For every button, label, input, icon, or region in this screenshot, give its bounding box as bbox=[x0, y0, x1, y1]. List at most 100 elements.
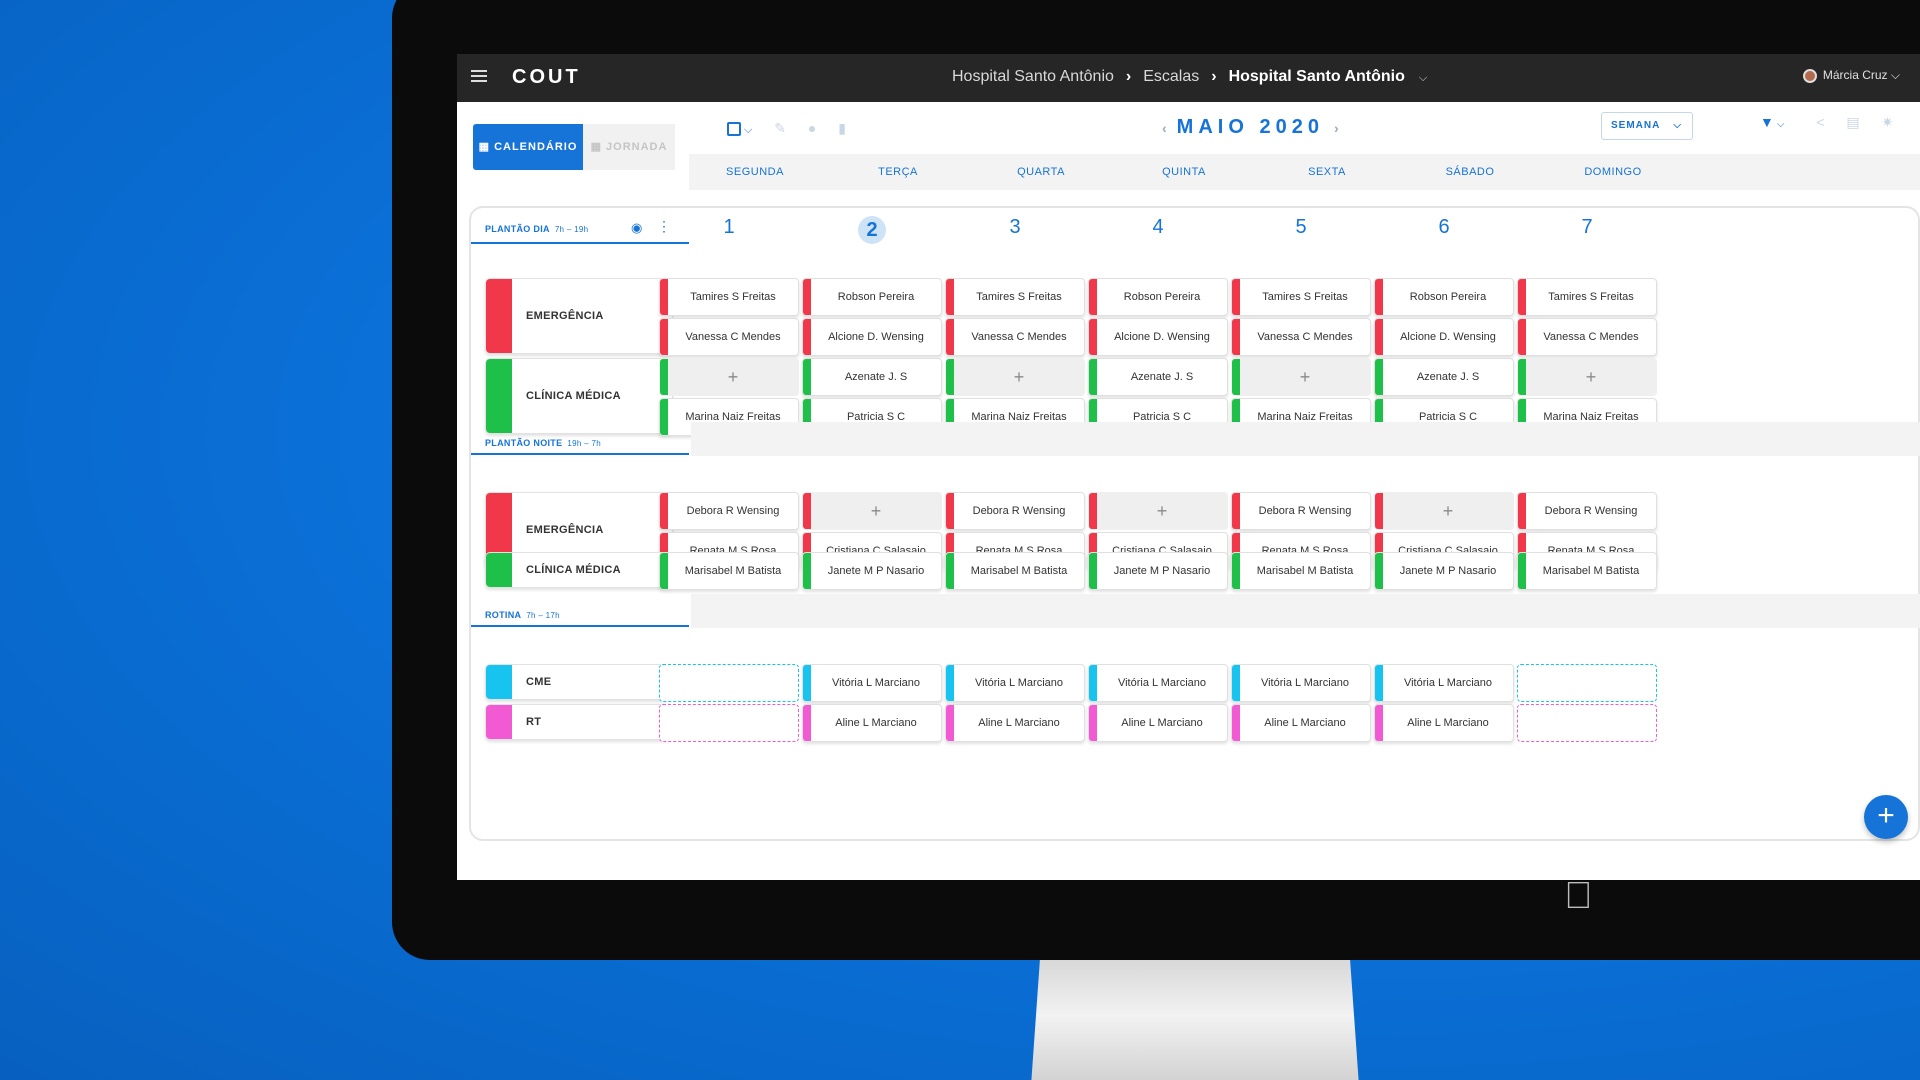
chevron-right-icon[interactable]: › bbox=[1333, 120, 1339, 136]
staff-shift-cell[interactable]: Aline L Marciano bbox=[802, 704, 942, 742]
staff-shift-cell[interactable]: Robson Pereira bbox=[1088, 278, 1228, 316]
date-number[interactable]: 1 bbox=[659, 216, 799, 239]
add-staff-slot[interactable]: + bbox=[659, 358, 799, 396]
staff-shift-cell[interactable]: Vitória L Marciano bbox=[1231, 664, 1371, 702]
department-card[interactable]: RT bbox=[485, 704, 673, 740]
department-card[interactable]: CLÍNICA MÉDICA bbox=[485, 552, 673, 588]
empty-slot[interactable] bbox=[1517, 704, 1657, 742]
staff-shift-cell[interactable]: Tamires S Freitas bbox=[1517, 278, 1657, 316]
menu-icon[interactable] bbox=[471, 70, 487, 82]
staff-shift-cell[interactable]: Alcione D. Wensing bbox=[1088, 318, 1228, 356]
add-staff-slot[interactable]: + bbox=[1231, 358, 1371, 396]
trash-icon[interactable]: ▮ bbox=[838, 120, 846, 136]
breadcrumb-current[interactable]: Hospital Santo Antônio bbox=[1228, 68, 1405, 85]
section-band bbox=[691, 422, 1920, 456]
staff-shift-cell[interactable]: Vanessa C Mendes bbox=[1231, 318, 1371, 356]
settings-icon[interactable]: ✷ bbox=[1881, 114, 1894, 130]
tab-jornada[interactable]: ▦ JORNADA bbox=[583, 124, 675, 170]
empty-slot[interactable] bbox=[659, 704, 799, 742]
filter-icon[interactable]: ▼ bbox=[1760, 114, 1774, 130]
staff-shift-cell[interactable]: Vitória L Marciano bbox=[1374, 664, 1514, 702]
staff-shift-cell[interactable]: Alcione D. Wensing bbox=[1374, 318, 1514, 356]
date-number[interactable]: 6 bbox=[1374, 216, 1514, 239]
chevron-down-icon[interactable]: ⌵ bbox=[1418, 72, 1428, 84]
chevron-left-icon[interactable]: ‹ bbox=[1162, 120, 1167, 136]
add-staff-slot[interactable]: + bbox=[1374, 492, 1514, 530]
staff-shift-cell[interactable]: Vitória L Marciano bbox=[802, 664, 942, 702]
add-staff-slot[interactable]: + bbox=[1088, 492, 1228, 530]
staff-shift-cell[interactable]: Vanessa C Mendes bbox=[945, 318, 1085, 356]
staff-shift-cell[interactable]: Debora R Wensing bbox=[1231, 492, 1371, 530]
staff-shift-cell[interactable]: Marisabel M Batista bbox=[1517, 552, 1657, 590]
date-number[interactable]: 7 bbox=[1517, 216, 1657, 239]
eye-icon[interactable]: ◉ bbox=[631, 220, 643, 235]
staff-shift-cell[interactable]: Marisabel M Batista bbox=[945, 552, 1085, 590]
share-icon[interactable]: < bbox=[1816, 114, 1825, 130]
date-number[interactable]: 2 bbox=[802, 216, 942, 244]
staff-shift-cell[interactable]: Robson Pereira bbox=[1374, 278, 1514, 316]
staff-shift-cell[interactable]: Vanessa C Mendes bbox=[1517, 318, 1657, 356]
chevron-down-icon: ⌵ bbox=[1890, 68, 1900, 82]
staff-shift-cell[interactable]: Debora R Wensing bbox=[659, 492, 799, 530]
print-icon[interactable]: ▤ bbox=[1846, 114, 1860, 130]
tab-calendario-label: CALENDÁRIO bbox=[494, 141, 578, 153]
staff-shift-cell[interactable]: Tamires S Freitas bbox=[659, 278, 799, 316]
tab-calendario[interactable]: ▦ CALENDÁRIO bbox=[473, 124, 583, 170]
staff-shift-cell[interactable]: Azenate J. S bbox=[1088, 358, 1228, 396]
user-icon[interactable]: ● bbox=[807, 120, 817, 136]
staff-shift-cell[interactable]: Janete M P Nasario bbox=[1088, 552, 1228, 590]
add-staff-slot[interactable]: + bbox=[945, 358, 1085, 396]
staff-shift-cell[interactable]: Aline L Marciano bbox=[1088, 704, 1228, 742]
more-vertical-icon[interactable]: ⋮ bbox=[657, 218, 671, 234]
section-time: 7h – 19h bbox=[554, 225, 589, 234]
department-name: EMERGÊNCIA bbox=[526, 310, 604, 322]
staff-shift-cell[interactable]: Tamires S Freitas bbox=[1231, 278, 1371, 316]
staff-shift-cell[interactable]: Debora R Wensing bbox=[945, 492, 1085, 530]
staff-shift-cell[interactable]: Debora R Wensing bbox=[1517, 492, 1657, 530]
staff-shift-cell[interactable]: Janete M P Nasario bbox=[1374, 552, 1514, 590]
breadcrumb-item-escalas[interactable]: Escalas bbox=[1143, 68, 1200, 85]
grid-icon: ▦ bbox=[590, 141, 602, 153]
weekday-7: DOMINGO bbox=[1584, 166, 1642, 178]
today-date: 2 bbox=[858, 216, 886, 244]
staff-shift-cell[interactable]: Tamires S Freitas bbox=[945, 278, 1085, 316]
staff-shift-cell[interactable]: Vitória L Marciano bbox=[945, 664, 1085, 702]
edit-toolbar: ⌵ ✎ ● ▮ bbox=[727, 120, 864, 137]
chevron-down-icon[interactable]: ⌵ bbox=[1776, 119, 1785, 130]
weekday-header: SEGUNDA TERÇA QUARTA QUINTA SEXTA SÁBADO DOMIN… bbox=[689, 154, 1920, 190]
empty-slot[interactable] bbox=[659, 664, 799, 702]
staff-shift-cell[interactable]: Azenate J. S bbox=[1374, 358, 1514, 396]
date-number[interactable]: 5 bbox=[1231, 216, 1371, 239]
weekday-5: SEXTA bbox=[1308, 166, 1346, 178]
department-card[interactable]: CME bbox=[485, 664, 673, 700]
staff-shift-cell[interactable]: Robson Pereira bbox=[802, 278, 942, 316]
add-staff-slot[interactable]: + bbox=[802, 492, 942, 530]
date-number[interactable]: 3 bbox=[945, 216, 1085, 239]
range-select-value: SEMANA bbox=[1611, 120, 1661, 131]
staff-shift-cell[interactable]: Aline L Marciano bbox=[1374, 704, 1514, 742]
staff-shift-cell[interactable]: Azenate J. S bbox=[802, 358, 942, 396]
date-number[interactable]: 4 bbox=[1088, 216, 1228, 239]
date-label: 5 bbox=[1295, 216, 1307, 238]
staff-shift-cell[interactable]: Marisabel M Batista bbox=[1231, 552, 1371, 590]
select-dropdown[interactable]: ⌵ bbox=[727, 120, 752, 137]
staff-shift-cell[interactable]: Vitória L Marciano bbox=[1088, 664, 1228, 702]
department-card[interactable]: CLÍNICA MÉDICA bbox=[485, 358, 673, 434]
add-staff-slot[interactable]: + bbox=[1517, 358, 1657, 396]
department-card[interactable]: EMERGÊNCIA bbox=[485, 278, 673, 354]
add-shift-button[interactable]: + bbox=[1864, 795, 1908, 839]
range-select[interactable]: SEMANA ⌵ bbox=[1601, 112, 1693, 140]
staff-shift-cell[interactable]: Aline L Marciano bbox=[945, 704, 1085, 742]
date-label: 3 bbox=[1009, 216, 1021, 238]
empty-slot[interactable] bbox=[1517, 664, 1657, 702]
breadcrumb-item-hospital[interactable]: Hospital Santo Antônio bbox=[952, 68, 1114, 85]
staff-shift-cell[interactable]: Aline L Marciano bbox=[1231, 704, 1371, 742]
staff-shift-cell[interactable]: Alcione D. Wensing bbox=[802, 318, 942, 356]
user-menu[interactable]: Márcia Cruz ⌵ bbox=[1802, 68, 1900, 83]
staff-shift-cell[interactable]: Janete M P Nasario bbox=[802, 552, 942, 590]
app-logo[interactable]: COUT bbox=[512, 66, 581, 88]
edit-icon[interactable]: ✎ bbox=[774, 120, 786, 136]
calendar-icon: ▦ bbox=[478, 141, 490, 153]
staff-shift-cell[interactable]: Vanessa C Mendes bbox=[659, 318, 799, 356]
staff-shift-cell[interactable]: Marisabel M Batista bbox=[659, 552, 799, 590]
